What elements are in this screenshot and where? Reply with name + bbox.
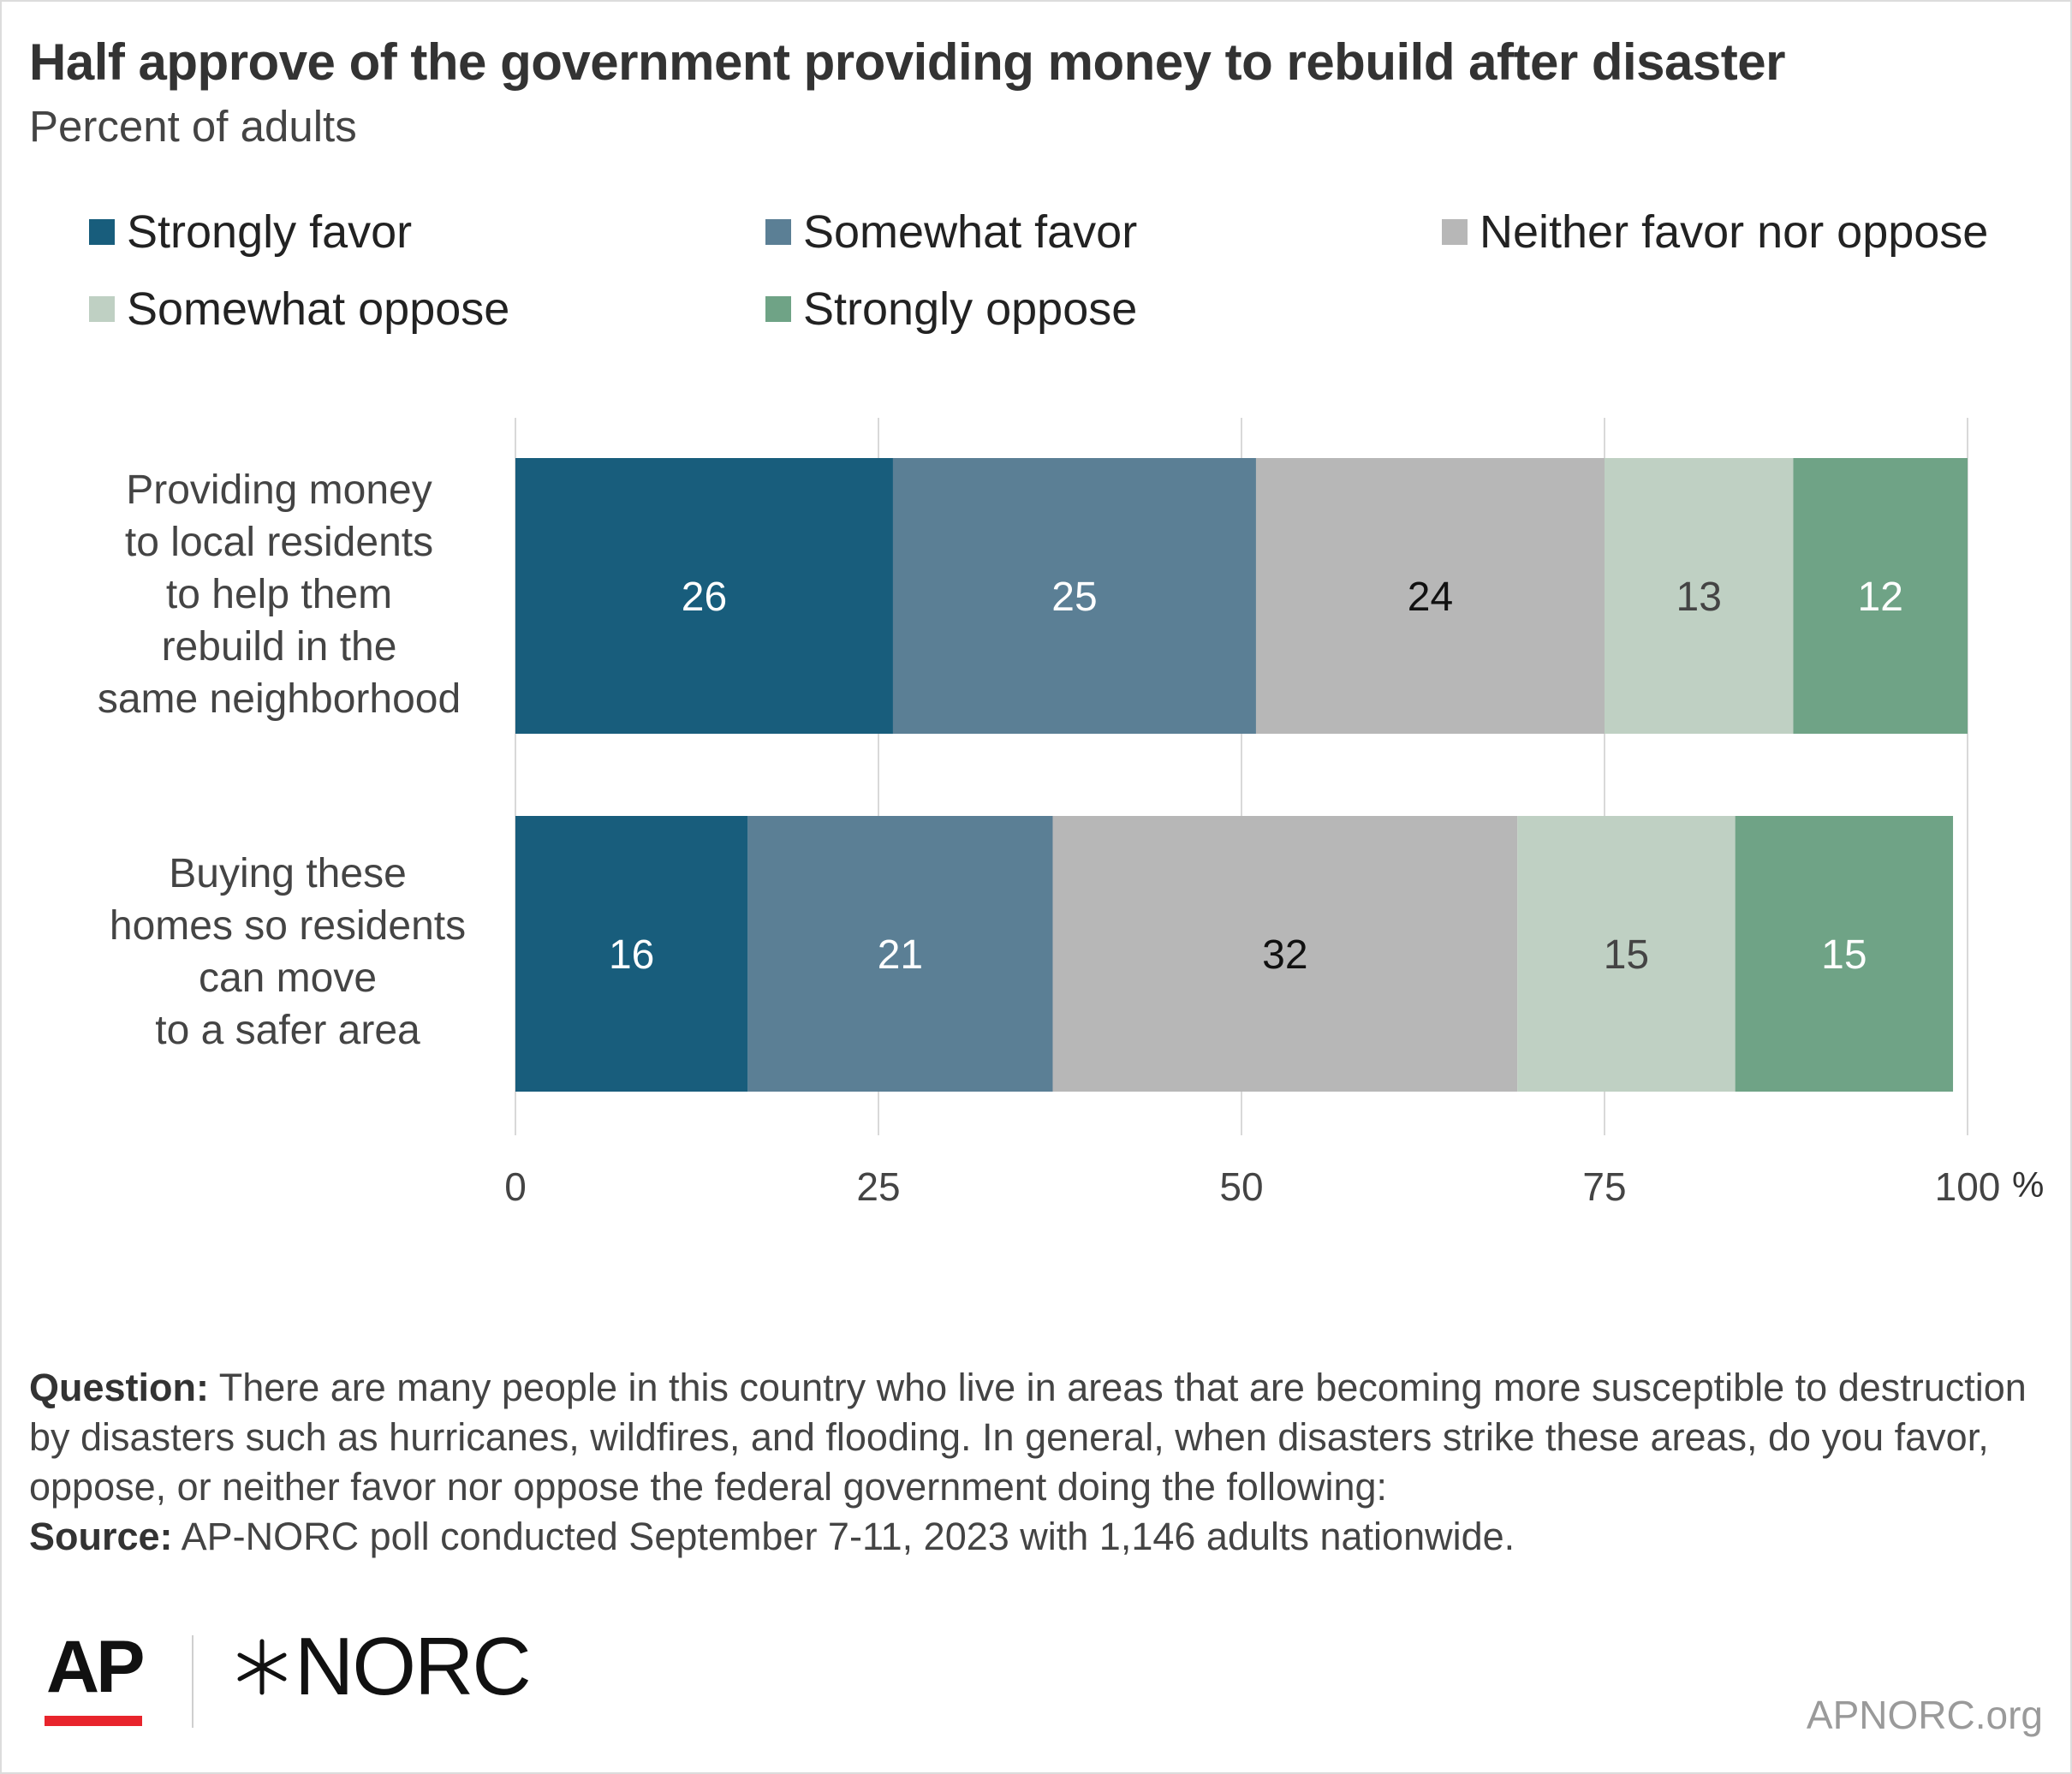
data-label: 26	[682, 574, 727, 620]
bar-segment	[1605, 458, 1794, 734]
legend-item-strongly-oppose: Strongly oppose	[765, 283, 1137, 336]
chart-title: Half approve of the government providing…	[29, 33, 1786, 91]
question-text: There are many people in this country wh…	[29, 1366, 2027, 1509]
legend-item-somewhat-oppose: Somewhat oppose	[89, 283, 509, 336]
x-tick-label: 100	[1935, 1164, 2001, 1209]
question-note: Question: There are many people in this …	[29, 1363, 2050, 1512]
x-tick-label: 25	[856, 1164, 900, 1209]
category-label: Providing money to local residents to he…	[97, 467, 461, 722]
bar-segment	[1052, 816, 1518, 1092]
data-label: 12	[1858, 574, 1903, 620]
ap-logo: AP	[46, 1626, 145, 1708]
bar-segment	[1517, 816, 1736, 1092]
norc-logo: NORC	[233, 1620, 532, 1714]
x-unit-label: %	[2012, 1164, 2044, 1205]
legend-item-strongly-favor: Strongly favor	[89, 205, 412, 259]
logo-divider	[192, 1635, 194, 1728]
legend-swatch	[765, 296, 791, 322]
legend-label: Strongly oppose	[803, 283, 1138, 335]
bar-segment	[515, 816, 748, 1092]
category-label: Buying these homes so residents can move…	[109, 851, 467, 1053]
bar-segment	[1735, 816, 1954, 1092]
legend-item-neither: Neither favor nor oppose	[1442, 205, 1988, 259]
source-note: Source: AP-NORC poll conducted September…	[29, 1512, 2050, 1562]
data-label: 15	[1604, 932, 1649, 978]
norc-logo-text: NORC	[295, 1621, 532, 1712]
data-label: 32	[1262, 932, 1307, 978]
x-tick-label: 0	[504, 1164, 527, 1209]
source-label: Source:	[29, 1515, 173, 1558]
data-label: 25	[1051, 574, 1097, 620]
data-label: 24	[1408, 574, 1453, 620]
norc-star-icon	[237, 1639, 287, 1695]
source-text: AP-NORC poll conducted September 7-11, 2…	[181, 1515, 1515, 1558]
bar-segment	[747, 816, 1053, 1092]
site-url: APNORC.org	[1806, 1693, 2043, 1737]
legend-swatch	[89, 296, 115, 322]
x-tick-label: 75	[1582, 1164, 1626, 1209]
footer-notes: Question: There are many people in this …	[29, 1363, 2050, 1562]
chart-subtitle: Percent of adults	[29, 102, 357, 151]
legend-label: Somewhat favor	[803, 206, 1138, 258]
legend-label: Somewhat oppose	[127, 283, 510, 335]
stacked-bar-chart: 0 25 50 75 100 % 26 25 24 13 12 16 21 32 15 15	[504, 418, 2044, 1209]
x-tick-label: 50	[1219, 1164, 1263, 1209]
bar-segment	[1255, 458, 1605, 734]
question-label: Question:	[29, 1366, 209, 1409]
bar-segment	[515, 458, 893, 734]
legend-swatch	[89, 219, 115, 245]
legend-item-somewhat-favor: Somewhat favor	[765, 205, 1137, 259]
ap-logo-underline	[45, 1716, 142, 1726]
data-label: 15	[1821, 932, 1867, 978]
legend-label: Strongly favor	[127, 206, 413, 258]
bar-segment	[892, 458, 1256, 734]
legend-label: Neither favor nor oppose	[1480, 206, 1989, 258]
data-label: 13	[1676, 574, 1722, 620]
data-label: 16	[609, 932, 654, 978]
legend-swatch	[1442, 219, 1468, 245]
legend-swatch	[765, 219, 791, 245]
bar-segment	[1793, 458, 1968, 734]
data-label: 21	[878, 932, 923, 978]
